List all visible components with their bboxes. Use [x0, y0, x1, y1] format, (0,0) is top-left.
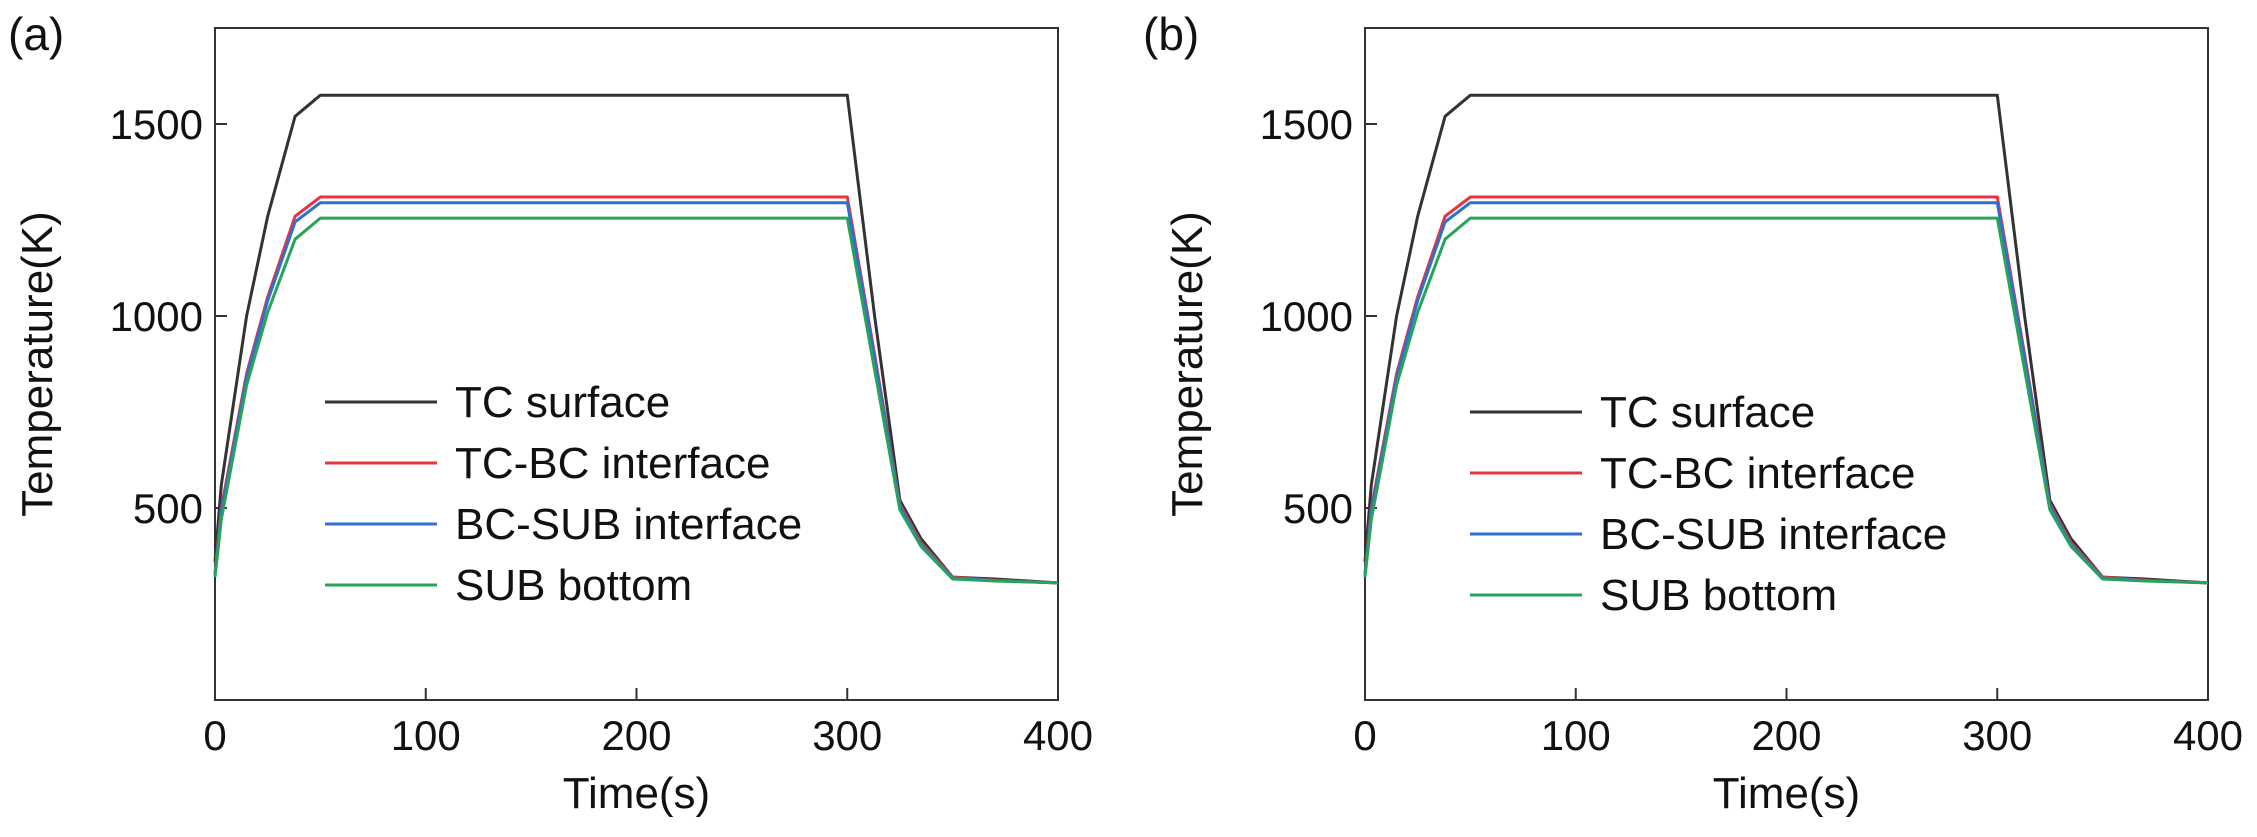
- panel-label: (b): [1143, 8, 1199, 60]
- y-tick-label: 500: [1283, 485, 1353, 532]
- x-tick-label: 200: [601, 712, 671, 759]
- x-axis-title: Time(s): [563, 769, 710, 818]
- x-axis-title: Time(s): [1713, 769, 1860, 818]
- x-tick-label: 300: [812, 712, 882, 759]
- series-line-sub-bottom: [1363, 216, 2209, 585]
- legend-entry-label: BC-SUB interface: [455, 500, 802, 549]
- legend-entry-label: SUB bottom: [1600, 571, 1837, 620]
- legend: TC surface TC-BC interface BC-SUB interfac…: [325, 378, 802, 610]
- y-axis-title: Temperature(K): [1163, 211, 1212, 517]
- y-tick-label: 1500: [1260, 101, 1353, 148]
- y-tick-label: 1500: [110, 101, 203, 148]
- chart-panel-a: (a) 0 100 200 300 400 500 1000 1500 Time(s) Temper…: [8, 8, 1093, 818]
- legend-entry-label: TC surface: [1600, 388, 1815, 437]
- x-tick-label: 300: [1962, 712, 2032, 759]
- x-tick-label: 100: [391, 712, 461, 759]
- x-tick-label: 400: [1023, 712, 1093, 759]
- panel-label: (a): [8, 8, 64, 60]
- y-axis-title: Temperature(K): [13, 211, 62, 517]
- x-tick-label: 100: [1541, 712, 1611, 759]
- legend-entry-label: TC-BC interface: [455, 439, 770, 488]
- x-tick-label: 200: [1751, 712, 1821, 759]
- legend-entry-label: BC-SUB interface: [1600, 510, 1947, 559]
- legend: TC surface TC-BC interface BC-SUB interfac…: [1470, 388, 1947, 620]
- legend-entry-label: TC-BC interface: [1600, 449, 1915, 498]
- chart-panel-b: (b) 0 100 200 300 400 500 1000 1500 Time(s) Temper…: [1143, 8, 2243, 818]
- y-tick-label: 1000: [1260, 293, 1353, 340]
- legend-entry-label: TC surface: [455, 378, 670, 427]
- y-tick-label: 1000: [110, 293, 203, 340]
- x-tick-label: 0: [203, 712, 226, 759]
- y-tick-label: 500: [133, 485, 203, 532]
- legend-entry-label: SUB bottom: [455, 561, 692, 610]
- x-tick-label: 0: [1353, 712, 1376, 759]
- series-line-sub-bottom: [213, 216, 1059, 585]
- x-tick-label: 400: [2173, 712, 2243, 759]
